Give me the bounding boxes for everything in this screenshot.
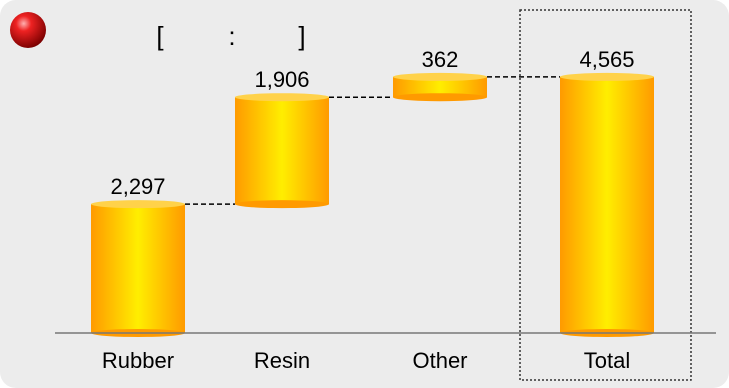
category-label: Rubber	[102, 348, 174, 373]
header-bracket-open: [	[156, 21, 164, 51]
bar-rubber	[91, 200, 185, 337]
bar-series	[91, 72, 654, 337]
bar-base-cap	[235, 200, 329, 209]
bar-top-cap	[91, 200, 185, 209]
value-label: 4,565	[579, 47, 634, 72]
category-label: Other	[412, 348, 467, 373]
red-bullet-icon	[10, 12, 46, 48]
category-label: Resin	[254, 348, 310, 373]
bar-other	[393, 72, 487, 102]
bar-top-cap	[235, 93, 329, 102]
bar-top-cap	[393, 72, 487, 81]
value-label: 2,297	[110, 174, 165, 199]
category-label: Total	[584, 348, 630, 373]
bar-body	[560, 76, 654, 333]
bar-base-cap	[393, 93, 487, 102]
header-bracket-close: ]	[298, 21, 305, 51]
header-separator: :	[228, 21, 235, 51]
bar-body	[91, 204, 185, 333]
bar-total	[560, 72, 654, 337]
total-highlight-box	[519, 9, 692, 381]
category-labels: Rubber Resin Other Total	[102, 348, 630, 373]
bar-top-cap	[560, 72, 654, 81]
bar-resin	[235, 93, 329, 209]
connector-lines	[185, 76, 560, 205]
value-labels: 2,297 1,906 362 4,565	[110, 47, 634, 199]
value-label: 362	[422, 47, 459, 72]
value-label: 1,906	[254, 67, 309, 92]
bar-body	[393, 76, 487, 98]
bar-body	[235, 97, 329, 205]
